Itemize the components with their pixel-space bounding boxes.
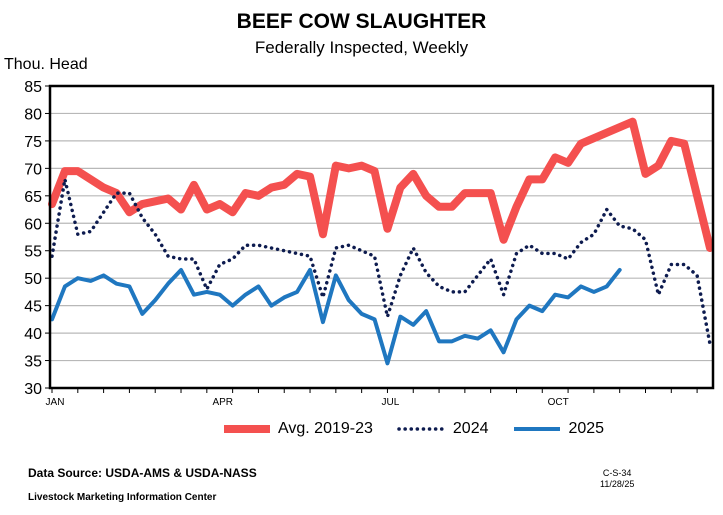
x-tick-label: JAN (46, 397, 65, 408)
y-tick-label: 70 (24, 161, 42, 178)
legend-swatch-2024 (397, 427, 447, 431)
legend-label-2024: 2024 (452, 420, 489, 437)
y-tick-label: 65 (24, 189, 42, 206)
x-tick-label: OCT (548, 397, 569, 408)
chart-title: BEEF COW SLAUGHTER (236, 10, 487, 33)
y-tick-label: 35 (24, 354, 42, 371)
legend-label-avg: Avg. 2019-23 (278, 420, 373, 437)
code: C-S-34 (602, 468, 632, 478)
y-tick-label: 60 (24, 216, 42, 233)
chart-subtitle: Federally Inspected, Weekly (254, 38, 469, 57)
series-line-2025 (50, 267, 622, 366)
x-tick-label: APR (212, 397, 233, 408)
date: 11/28/25 (600, 479, 635, 489)
y-tick-label: 75 (24, 134, 42, 151)
y-tick-label: 30 (24, 381, 42, 398)
plot-border (48, 84, 715, 390)
series-line-2024 (50, 177, 712, 346)
y-tick-label: 40 (24, 326, 42, 343)
y-tick-label: 80 (24, 106, 42, 123)
legend: Avg. 2019-23 2024 2025 (222, 420, 604, 438)
legend-swatch-avg (224, 425, 270, 433)
legend-label-2025: 2025 (568, 420, 605, 437)
y-tick-label: 50 (24, 271, 42, 288)
series-line-avg-2019-23 (48, 117, 714, 252)
y-tick-label: 55 (24, 244, 42, 261)
legend-swatch-2025 (514, 427, 561, 431)
organization: Livestock Marketing Information Center (28, 492, 217, 503)
y-axis-label: Thou. Head (4, 56, 88, 73)
chart-code: C-S-34 11/28/25 (600, 468, 634, 490)
data-source: Data Source: USDA-AMS & USDA-NASS (28, 466, 257, 480)
y-tick-label: 85 (24, 79, 42, 96)
x-tick-label: JUL (382, 397, 400, 408)
y-tick-label: 45 (24, 299, 42, 316)
